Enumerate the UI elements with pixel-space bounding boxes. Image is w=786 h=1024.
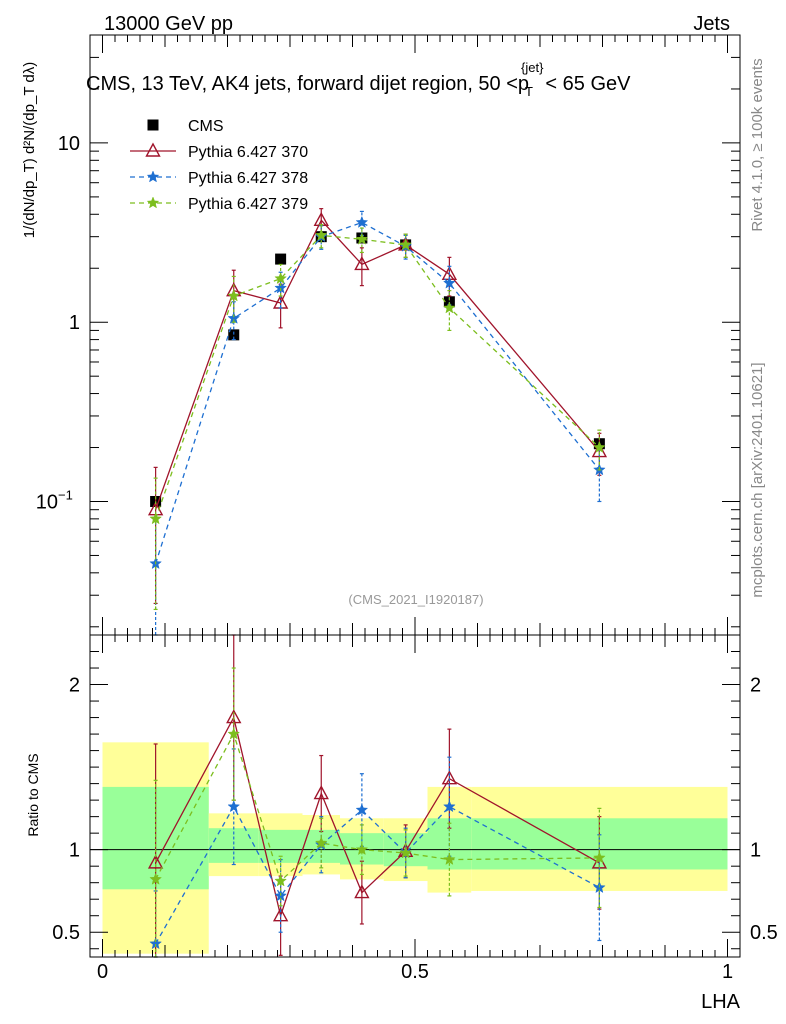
main-series-3-point-7: [593, 440, 606, 453]
ratio-xtick-label-2: 1: [722, 961, 733, 983]
main-series-1-point-4: [354, 255, 370, 271]
main-ytick-label-2: 10: [58, 133, 80, 155]
legend: CMS Pythia 6.427 370 Pythia 6.427 378 Pythi…: [130, 118, 308, 213]
x-axis-label: LHA: [701, 991, 741, 1013]
main-series-0-point-1: [228, 329, 240, 341]
legend-label-2: Pythia 6.427 378: [188, 170, 308, 187]
ratio-series-1-point-6: [443, 800, 456, 813]
side-label-lower: mcplots.cern.ch [arXiv:2401.10621]: [749, 362, 766, 597]
ratio-series-2-point-6: [443, 852, 456, 865]
ratio-series-0-point-3: [313, 785, 329, 800]
ratio-xtick-label-1: 0.5: [401, 961, 429, 983]
legend-marker-3: [146, 196, 160, 209]
main-ytick-label-sup-0: −1: [58, 487, 73, 502]
ratio-xtick-label-0: 0: [97, 961, 108, 983]
main-series-1-line: [154, 219, 600, 510]
legend-label-3: Pythia 6.427 379: [188, 196, 308, 213]
ratio-series-0-point-4: [354, 884, 370, 899]
ratio-series-2-point-4: [355, 842, 369, 856]
ratio-x-tick-labels: 0 0.5 1: [97, 961, 733, 983]
ratio-series-2-point-0: [149, 872, 162, 885]
main-series-2-point-6: [443, 276, 456, 289]
ratio-series-2-point-7: [593, 851, 606, 864]
main-series-2: [149, 210, 606, 636]
main-series-1: [147, 208, 608, 605]
title-main: CMS, 13 TeV, AK4 jets, forward dijet reg…: [86, 73, 529, 95]
main-series-3-point-0: [149, 512, 162, 525]
ratio-ytick-label-left-2: 2: [69, 675, 80, 697]
main-series-2-line: [154, 221, 600, 564]
watermark: (CMS_2021_I1920187): [348, 592, 483, 607]
ratio-bands: [102, 742, 728, 954]
ratio-ytick-label-right-2: 2: [750, 675, 761, 697]
ratio-series-1-point-1: [227, 800, 241, 813]
main-y-axis-label: 1/(dN/dp_T) d²N/(dp_T dλ): [21, 62, 38, 238]
legend-marker-1: [145, 142, 161, 157]
main-series-3: [149, 224, 606, 611]
main-ytick-label-1: 1: [69, 312, 80, 334]
ratio-ytick-label-right-1: 1: [750, 840, 761, 862]
ratio-panel: 0.5 0.51 12 2 0 0.5 1 Ratio to CMS LHA: [25, 634, 778, 1013]
title-sup: {jet}: [521, 60, 544, 75]
legend-label-0: CMS: [188, 118, 224, 135]
ratio-series-2-point-2: [274, 874, 287, 887]
legend-entry-2: Pythia 6.427 378: [130, 170, 308, 187]
ratio-series-1-line: [155, 805, 600, 945]
main-ytick-label-0: 10: [36, 491, 58, 513]
ratio-series-0-point-0: [147, 854, 164, 869]
main-title-text: CMS, 13 TeV, AK4 jets, forward dijet reg…: [86, 60, 631, 99]
ratio-series-2-point-5: [399, 846, 412, 859]
title-tail: < 65 GeV: [545, 73, 631, 95]
ratio-y-tick-labels: 0.5 0.5 1 1 2 2: [52, 675, 778, 945]
side-label-upper: Rivet 4.1.0, ≥ 100k events: [749, 58, 766, 231]
ratio-series-1-point-4: [355, 803, 369, 816]
main-series-3-point-6: [443, 301, 456, 314]
ratio-series-0-line: [155, 715, 600, 919]
ratio-ytick-label-left-0: 0.5: [52, 922, 80, 944]
ratio-y-axis-label: Ratio to CMS: [25, 753, 41, 836]
ratio-series-2-point-3: [314, 836, 328, 849]
main-series-0-point-2: [275, 253, 287, 265]
main-series-2-point-4: [355, 215, 369, 228]
legend-entry-3: Pythia 6.427 379: [130, 196, 308, 213]
title-sub: T: [525, 84, 533, 99]
main-series-3-point-1: [227, 289, 241, 302]
energy-label: 13000 GeV pp: [104, 13, 233, 35]
ratio-series-2-line: [155, 732, 600, 883]
main-ticks: [90, 34, 740, 635]
ratio-series-2: [149, 667, 606, 958]
legend-marker-2: [146, 170, 160, 183]
legend-marker-0: [147, 119, 159, 131]
ratio-ticks: [90, 635, 740, 957]
main-series: [147, 208, 608, 636]
main-title: CMS, 13 TeV, AK4 jets, forward dijet reg…: [86, 60, 631, 99]
ratio-series-2-point-1: [227, 727, 241, 740]
legend-label-1: Pythia 6.427 370: [188, 144, 308, 161]
main-series-0: [150, 231, 605, 507]
ratio-ytick-label-left-1: 1: [69, 840, 80, 862]
category-label: Jets: [693, 13, 730, 35]
main-series-3-point-5: [399, 238, 412, 251]
main-series-3-point-3: [314, 228, 328, 241]
main-series-3-line: [154, 234, 600, 520]
main-series-3-point-4: [355, 232, 369, 245]
ratio-ytick-label-right-0: 0.5: [750, 922, 778, 944]
ratio-series: [147, 634, 608, 958]
main-series-3-point-2: [274, 271, 287, 285]
legend-entry-0: CMS: [147, 118, 224, 135]
legend-entry-1: Pythia 6.427 370: [130, 142, 308, 161]
